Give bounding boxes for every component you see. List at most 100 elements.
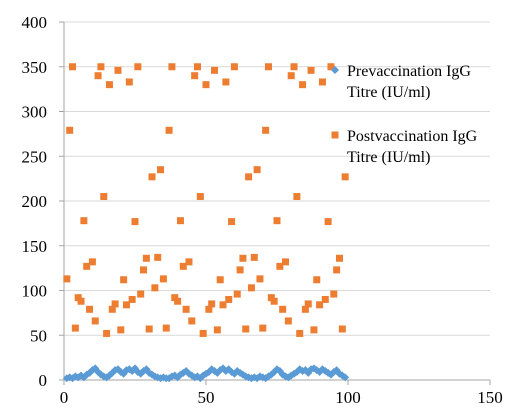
postvaccination-point	[211, 66, 219, 74]
postvaccination-point	[273, 217, 281, 225]
postvaccination-point	[324, 218, 332, 226]
postvaccination-point	[66, 126, 74, 134]
x-tick-label: 100	[335, 388, 361, 407]
postvaccination-point	[287, 72, 295, 80]
postvaccination-point	[148, 173, 156, 181]
postvaccination-point	[80, 217, 88, 225]
postvaccination-point	[117, 326, 125, 334]
legend-entry: Prevaccination IgG Titre (IU/ml)	[331, 63, 471, 101]
postvaccination-point	[316, 301, 324, 309]
postvaccination-point	[157, 166, 165, 174]
postvaccination-point	[168, 63, 176, 71]
postvaccination-point	[196, 193, 204, 201]
postvaccination-point	[74, 294, 82, 302]
axes	[59, 21, 491, 385]
y-tick-label: 50	[30, 326, 47, 345]
postvaccination-point	[142, 254, 150, 262]
x-tick-label: 150	[477, 388, 503, 407]
postvaccination-point	[202, 81, 210, 89]
x-tick-label: 50	[198, 388, 215, 407]
postvaccination-point	[193, 63, 201, 71]
postvaccination-point	[69, 63, 77, 71]
postvaccination-point	[199, 329, 207, 337]
postvaccination-point	[301, 305, 309, 313]
postvaccination-point	[310, 326, 318, 334]
postvaccination-point	[154, 253, 162, 261]
legend-label: Titre (IU/ml)	[347, 149, 430, 166]
postvaccination-point	[262, 126, 270, 134]
postvaccination-point	[341, 173, 349, 181]
postvaccination-point	[159, 275, 167, 283]
postvaccination-point	[284, 317, 292, 325]
postvaccination-point	[125, 78, 133, 86]
y-tick-label: 150	[22, 237, 48, 256]
postvaccination-point	[174, 297, 182, 305]
postvaccination-point	[230, 63, 238, 71]
postvaccination-point	[290, 63, 298, 71]
postvaccination-point	[137, 290, 145, 298]
postvaccination-point	[179, 262, 187, 270]
postvaccination-point	[219, 301, 227, 309]
postvaccination-point	[270, 297, 278, 305]
postvaccination-point	[151, 284, 159, 292]
legend-label: Titre (IU/ml)	[347, 84, 430, 101]
postvaccination-point	[233, 290, 241, 298]
postvaccination-point	[176, 217, 184, 225]
legend-label: Prevaccination IgG	[347, 63, 471, 80]
y-tick-label: 250	[22, 147, 48, 166]
postvaccination-point	[242, 325, 250, 333]
x-axis-tick-labels: 0 50 100 150	[60, 388, 503, 407]
postvaccination-point	[71, 324, 79, 332]
postvaccination-point	[120, 276, 128, 284]
postvaccination-point	[228, 218, 236, 226]
y-axis-tick-labels: 0 50 100 150 200 250 300 350 400	[22, 13, 48, 390]
postvaccination-point	[191, 72, 199, 80]
postvaccination-point	[304, 300, 312, 308]
postvaccination-point	[213, 326, 221, 334]
postvaccination-point	[91, 317, 99, 325]
postvaccination-point	[208, 300, 216, 308]
postvaccination-point	[264, 63, 272, 71]
postvaccination-point	[171, 294, 179, 302]
postvaccination-point	[83, 262, 91, 270]
postvaccination-point	[97, 63, 105, 71]
postvaccination-point	[338, 325, 346, 333]
postvaccination-point	[188, 317, 196, 325]
postvaccination-point	[185, 258, 193, 266]
postvaccination-point	[282, 258, 290, 266]
postvaccination-point	[114, 66, 122, 74]
series-postvaccination	[63, 63, 349, 337]
postvaccination-point	[327, 63, 335, 71]
postvaccination-point	[162, 324, 170, 332]
postvaccination-point	[86, 305, 94, 313]
postvaccination-point	[122, 301, 130, 309]
postvaccination-point	[134, 63, 142, 71]
legend-label: Postvaccination IgG	[347, 128, 478, 145]
y-tick-label: 350	[22, 58, 48, 77]
postvaccination-point	[296, 329, 304, 337]
series-prevaccination	[62, 364, 350, 383]
postvaccination-point	[236, 266, 244, 274]
postvaccination-point	[293, 193, 301, 201]
postvaccination-point	[276, 262, 284, 270]
postvaccination-point	[108, 305, 116, 313]
postvaccination-point	[222, 78, 230, 86]
postvaccination-point	[267, 294, 275, 302]
x-tick-label: 0	[60, 388, 69, 407]
postvaccination-point	[253, 166, 261, 174]
postvaccination-point	[100, 193, 108, 201]
postvaccination-point	[250, 253, 258, 261]
postvaccination-point	[313, 276, 321, 284]
postvaccination-point	[140, 266, 148, 274]
postvaccination-point	[256, 275, 264, 283]
y-tick-label: 200	[22, 192, 48, 211]
legend-marker	[331, 66, 339, 74]
legend-entry: Postvaccination IgG Titre (IU/ml)	[331, 128, 478, 166]
postvaccination-point	[205, 305, 213, 313]
postvaccination-point	[225, 295, 233, 303]
prevaccination-point	[341, 373, 350, 382]
postvaccination-point	[239, 254, 247, 262]
